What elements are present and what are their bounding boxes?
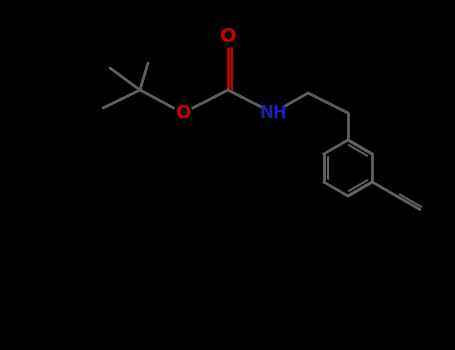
Circle shape — [174, 104, 192, 122]
Text: O: O — [220, 27, 236, 46]
Circle shape — [261, 101, 285, 125]
Text: O: O — [175, 104, 191, 122]
Text: NH: NH — [259, 104, 287, 122]
